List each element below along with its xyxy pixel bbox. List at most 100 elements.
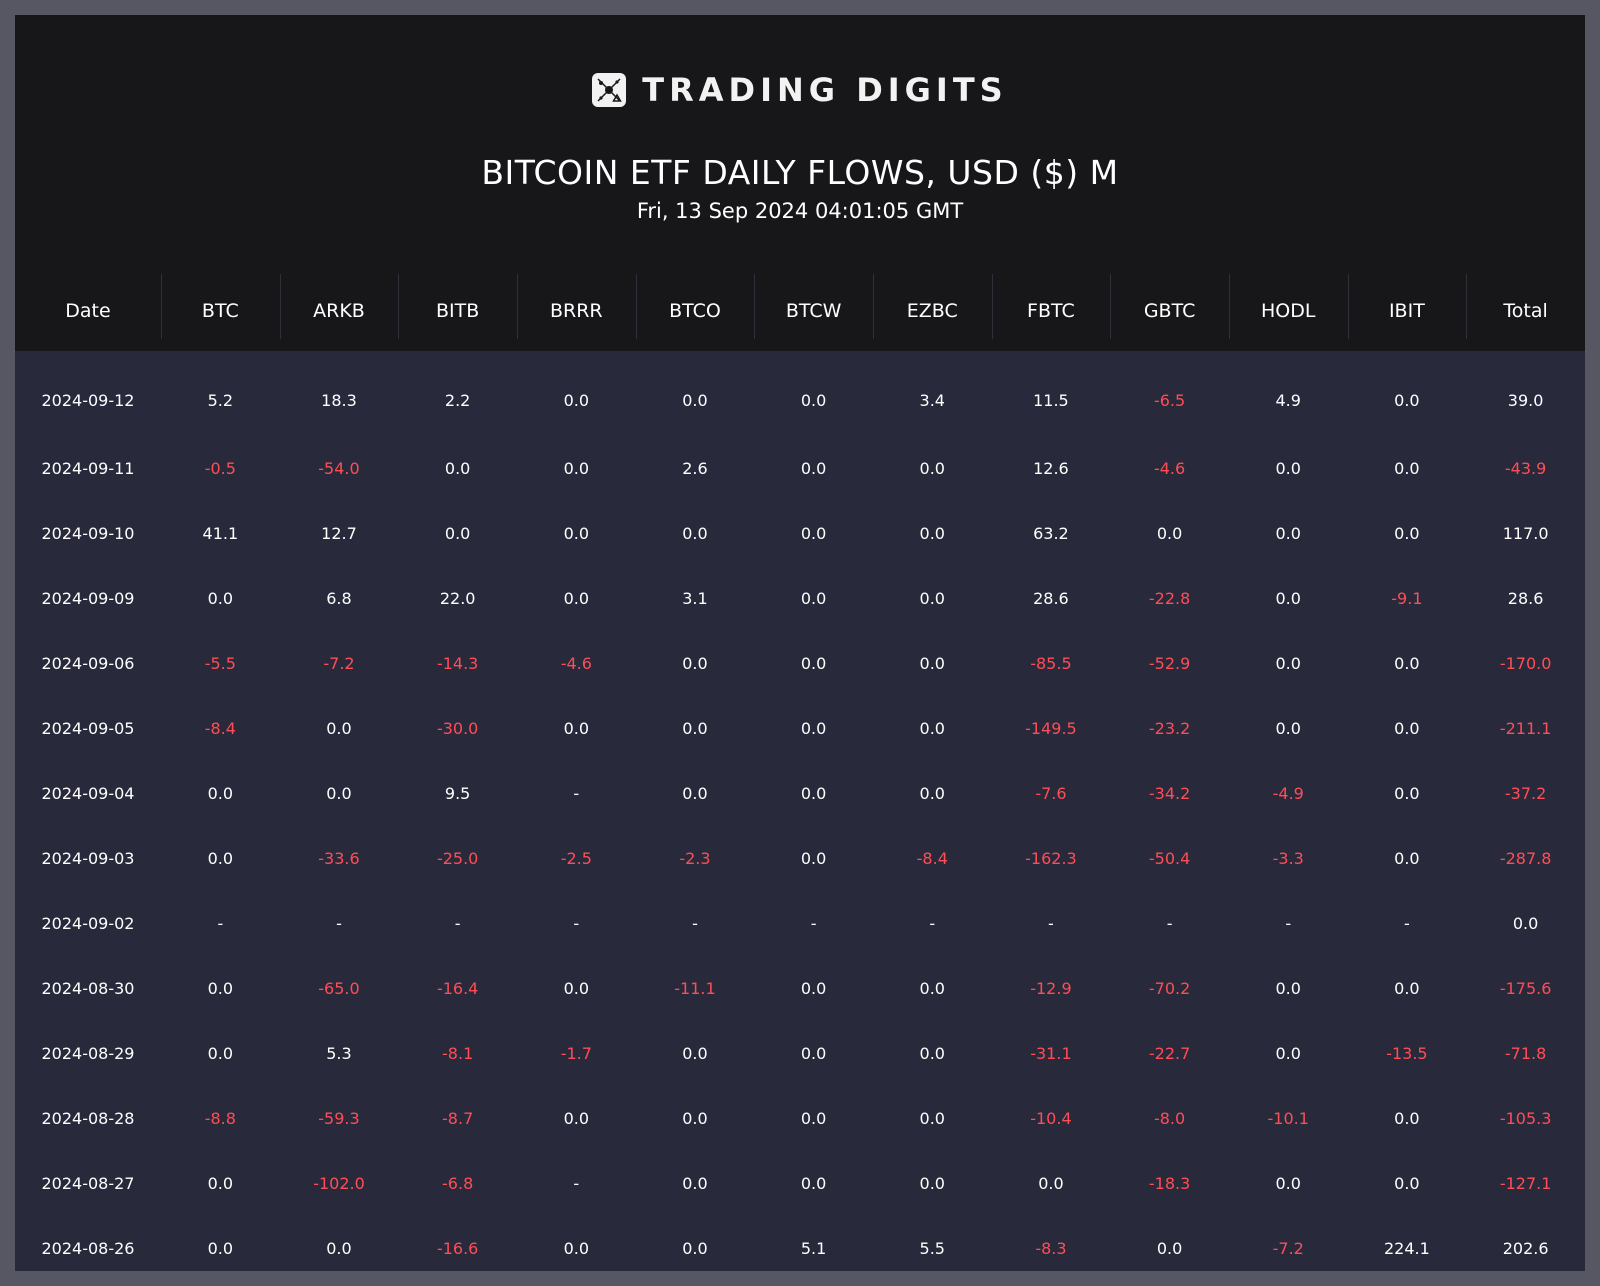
column-header-bitb: BITB xyxy=(398,262,517,351)
flow-cell-gbtc: 0.0 xyxy=(1156,1239,1183,1258)
flow-cell-gbtc: -22.7 xyxy=(1148,1044,1191,1063)
flow-cell-hodl: 0.0 xyxy=(1275,1044,1301,1063)
brand-name: TRADING DIGITS xyxy=(642,71,1008,109)
flow-cell-gbtc: -34.2 xyxy=(1148,784,1191,803)
flow-cell-brrr: - xyxy=(573,914,580,933)
flow-cell-btcw: 0.0 xyxy=(800,1109,827,1128)
flow-cell-total: 202.6 xyxy=(1502,1239,1549,1258)
flow-cell-bitb: - xyxy=(454,914,461,933)
flow-cell-ezbc: 0.0 xyxy=(919,1109,945,1128)
flow-cell-gbtc: - xyxy=(1166,914,1173,933)
flow-cell-btcw: 0.0 xyxy=(800,979,827,998)
flow-cell-total: -287.8 xyxy=(1499,849,1552,868)
flow-cell-ezbc: -8.4 xyxy=(916,849,948,868)
flow-cell-bitb: -16.4 xyxy=(436,979,479,998)
column-header-btc: BTC xyxy=(161,262,280,351)
date-cell: 2024-08-29 xyxy=(41,1044,135,1063)
flow-cell-hodl: -3.3 xyxy=(1272,849,1304,868)
flow-cell-btc: -8.4 xyxy=(204,719,236,738)
flow-cell-arkb: 18.3 xyxy=(321,391,357,410)
flow-cell-btcw: 0.0 xyxy=(800,1174,827,1193)
column-header-hodl: HODL xyxy=(1228,262,1348,351)
table-row: 2024-08-26 0.0 0.0 -16.6 0.0 0.0 5.1 5.5 -8.3 0.0… xyxy=(15,1216,1585,1271)
brand: TRADING DIGITS xyxy=(15,71,1585,109)
column-header-date: Date xyxy=(15,262,161,351)
flow-cell-total: -127.1 xyxy=(1499,1174,1552,1193)
flow-cell-hodl: -7.2 xyxy=(1272,1239,1304,1258)
flow-cell-btco: 0.0 xyxy=(682,1239,708,1258)
flow-cell-total: 39.0 xyxy=(1507,391,1544,410)
flow-cell-ibit: 224.1 xyxy=(1383,1239,1430,1258)
column-header-arkb: ARKB xyxy=(279,262,399,351)
table-row: 2024-08-29 0.0 5.3 -8.1 -1.7 0.0 0.0 0.0 -31.1 -2… xyxy=(15,1021,1585,1086)
flow-cell-hodl: 0.0 xyxy=(1275,979,1301,998)
flow-cell-hodl: 0.0 xyxy=(1275,459,1301,478)
flow-cell-btcw: 0.0 xyxy=(800,1044,827,1063)
column-header-btcw: BTCW xyxy=(754,262,873,351)
flow-cell-fbtc: 0.0 xyxy=(1038,1174,1064,1193)
flow-cell-arkb: -59.3 xyxy=(318,1109,360,1128)
flow-cell-bitb: -14.3 xyxy=(436,654,479,673)
flow-cell-btc: 0.0 xyxy=(207,1044,234,1063)
flow-cell-total: -71.8 xyxy=(1504,1044,1547,1063)
date-cell: 2024-08-26 xyxy=(41,1239,135,1258)
flow-cell-brrr: - xyxy=(573,1174,580,1193)
date-cell: 2024-08-27 xyxy=(41,1174,135,1193)
flow-cell-arkb: -102.0 xyxy=(313,1174,365,1193)
flow-cell-btcw: 5.1 xyxy=(800,1239,827,1258)
flow-cell-total: -105.3 xyxy=(1499,1109,1552,1128)
flow-cell-btc: -8.8 xyxy=(204,1109,236,1128)
table-row: 2024-09-12 5.2 18.3 2.2 0.0 0.0 0.0 3.4 11.5 -6.5… xyxy=(15,351,1585,436)
flow-cell-total: -37.2 xyxy=(1504,784,1547,803)
flow-cell-btcw: - xyxy=(810,914,817,933)
flow-cell-ezbc: - xyxy=(929,914,936,933)
flow-cell-arkb: -33.6 xyxy=(318,849,360,868)
flow-cell-ibit: 0.0 xyxy=(1394,391,1420,410)
flow-cell-total: 0.0 xyxy=(1512,914,1539,933)
flow-cell-btc: -5.5 xyxy=(204,654,236,673)
flows-table: Date BTC ARKB BITB BRRR BTCO BTCW EZBC FBTC GBTC H… xyxy=(15,262,1585,1271)
flow-cell-brrr: 0.0 xyxy=(563,1239,590,1258)
flow-cell-btcw: 0.0 xyxy=(800,589,827,608)
flow-cell-hodl: 0.0 xyxy=(1275,1174,1301,1193)
flow-cell-arkb: - xyxy=(336,914,342,933)
table-row: 2024-08-27 0.0 -102.0 -6.8 - 0.0 0.0 0.0 0.0 -18.… xyxy=(15,1151,1585,1216)
flow-cell-btco: 0.0 xyxy=(682,391,708,410)
flow-cell-hodl: 0.0 xyxy=(1275,719,1301,738)
flow-cell-btco: 0.0 xyxy=(682,719,708,738)
flow-cell-bitb: 22.0 xyxy=(439,589,476,608)
flow-cell-btc: 41.1 xyxy=(202,524,239,543)
flow-cell-brrr: 0.0 xyxy=(563,459,590,478)
flow-cell-fbtc: -8.3 xyxy=(1035,1239,1067,1258)
flow-cell-fbtc: 28.6 xyxy=(1033,589,1069,608)
flow-cell-bitb: -8.7 xyxy=(442,1109,474,1128)
flow-cell-gbtc: -4.6 xyxy=(1153,459,1186,478)
flow-cell-ezbc: 0.0 xyxy=(919,459,945,478)
panel-header: TRADING DIGITS BITCOIN ETF DAILY FLOWS, … xyxy=(15,15,1585,262)
table-header-row: Date BTC ARKB BITB BRRR BTCO BTCW EZBC FBTC GBTC H… xyxy=(15,262,1585,351)
flow-cell-btc: 0.0 xyxy=(207,1239,234,1258)
flow-cell-ibit: 0.0 xyxy=(1394,849,1420,868)
flow-cell-fbtc: -31.1 xyxy=(1030,1044,1072,1063)
flow-cell-fbtc: -7.6 xyxy=(1035,784,1067,803)
flow-cell-arkb: -65.0 xyxy=(318,979,360,998)
flow-cell-btco: 0.0 xyxy=(682,524,708,543)
page-timestamp: Fri, 13 Sep 2024 04:01:05 GMT xyxy=(636,199,964,223)
flow-cell-brrr: -4.6 xyxy=(560,654,592,673)
flow-cell-bitb: 0.0 xyxy=(444,459,471,478)
flow-cell-fbtc: -10.4 xyxy=(1030,1109,1072,1128)
flow-cell-bitb: -25.0 xyxy=(436,849,479,868)
table-row: 2024-09-03 0.0 -33.6 -25.0 -2.5 -2.3 0.0 -8.4 -1… xyxy=(15,826,1585,891)
flow-cell-arkb: 6.8 xyxy=(326,589,352,608)
flow-cell-gbtc: 0.0 xyxy=(1156,524,1183,543)
date-cell: 2024-08-30 xyxy=(41,979,135,998)
column-header-fbtc: FBTC xyxy=(991,262,1111,351)
flow-cell-brrr: - xyxy=(573,784,580,803)
date-cell: 2024-09-02 xyxy=(41,914,135,933)
flow-cell-bitb: 0.0 xyxy=(444,524,471,543)
flow-cell-btco: 0.0 xyxy=(682,1174,708,1193)
flow-cell-btco: -11.1 xyxy=(674,979,716,998)
flow-cell-ibit: 0.0 xyxy=(1394,1109,1420,1128)
flow-cell-bitb: -16.6 xyxy=(436,1239,479,1258)
flow-cell-brrr: -2.5 xyxy=(560,849,592,868)
